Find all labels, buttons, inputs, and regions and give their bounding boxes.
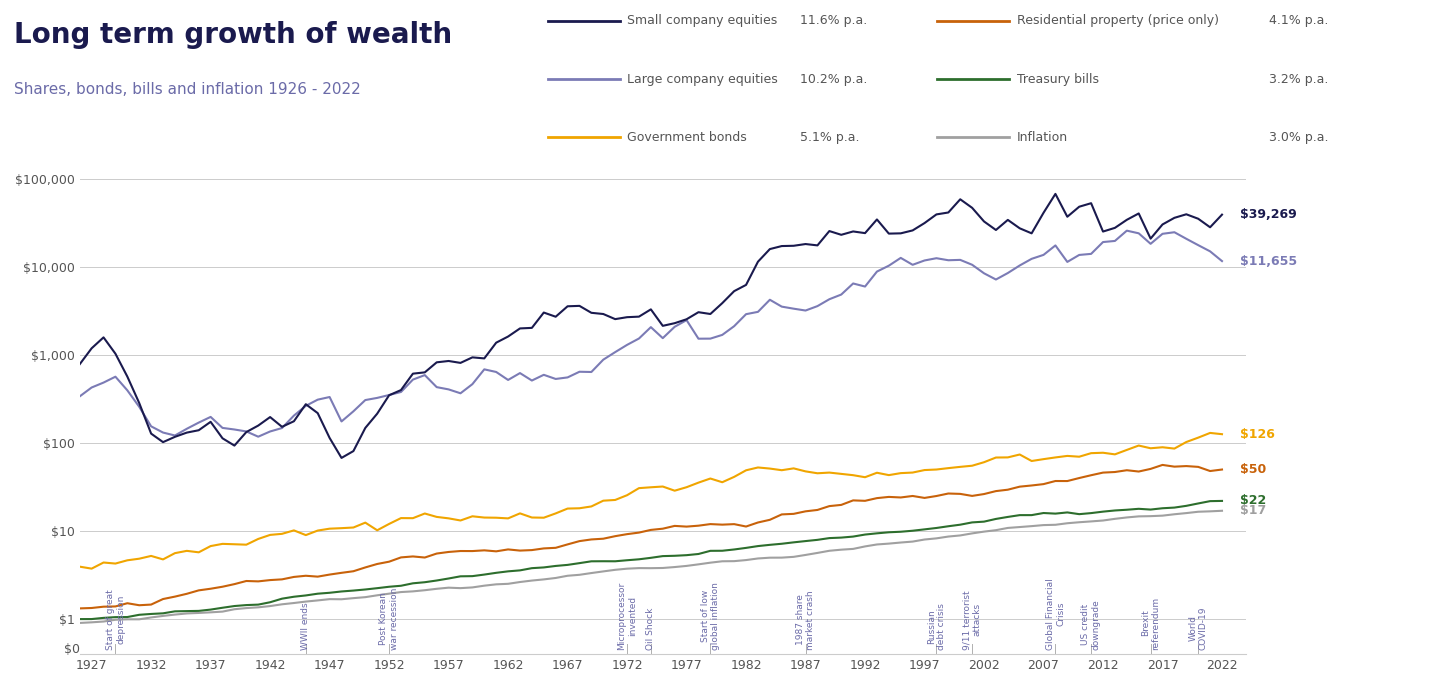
- Text: Microprocessor
invented: Microprocessor invented: [617, 581, 637, 650]
- Text: Post Korean
war recession: Post Korean war recession: [379, 587, 399, 650]
- Text: $22: $22: [1240, 495, 1266, 508]
- Text: 1987 share
market crash: 1987 share market crash: [796, 590, 815, 650]
- Text: Start of great
depression: Start of great depression: [105, 589, 125, 650]
- Text: 3.0% p.a.: 3.0% p.a.: [1269, 131, 1328, 144]
- Text: Russian
debt crisis: Russian debt crisis: [927, 602, 946, 650]
- Text: $126: $126: [1240, 428, 1275, 440]
- Text: $17: $17: [1240, 504, 1266, 517]
- Text: Residential property (price only): Residential property (price only): [1017, 14, 1218, 27]
- Text: $0: $0: [63, 643, 79, 656]
- Text: Oil Shock: Oil Shock: [646, 607, 655, 650]
- Text: Inflation: Inflation: [1017, 131, 1067, 144]
- Text: $50: $50: [1240, 463, 1266, 476]
- Text: US credit
downgrade: US credit downgrade: [1082, 599, 1100, 650]
- Text: Small company equities: Small company equities: [627, 14, 777, 27]
- Text: Government bonds: Government bonds: [627, 131, 747, 144]
- Text: 9/11 terrorist
attacks: 9/11 terrorist attacks: [962, 590, 982, 650]
- Text: 4.1% p.a.: 4.1% p.a.: [1269, 14, 1328, 27]
- Text: 3.2% p.a.: 3.2% p.a.: [1269, 73, 1328, 85]
- Text: WWII ends: WWII ends: [301, 602, 310, 650]
- Text: 5.1% p.a.: 5.1% p.a.: [800, 131, 859, 144]
- Text: 11.6% p.a.: 11.6% p.a.: [800, 14, 868, 27]
- Text: Global Financial
Crisis: Global Financial Crisis: [1045, 578, 1066, 650]
- Text: $11,655: $11,655: [1240, 255, 1296, 268]
- Text: Shares, bonds, bills and inflation 1926 - 2022: Shares, bonds, bills and inflation 1926 …: [14, 82, 360, 98]
- Text: Long term growth of wealth: Long term growth of wealth: [14, 21, 453, 49]
- Text: Start of low
global inflation: Start of low global inflation: [701, 582, 720, 650]
- Text: Brexit
referendum: Brexit referendum: [1141, 596, 1161, 650]
- Text: Large company equities: Large company equities: [627, 73, 779, 85]
- Text: $39,269: $39,269: [1240, 208, 1296, 221]
- Text: Treasury bills: Treasury bills: [1017, 73, 1099, 85]
- Text: 10.2% p.a.: 10.2% p.a.: [800, 73, 868, 85]
- Text: World
COVID-19: World COVID-19: [1188, 606, 1208, 650]
